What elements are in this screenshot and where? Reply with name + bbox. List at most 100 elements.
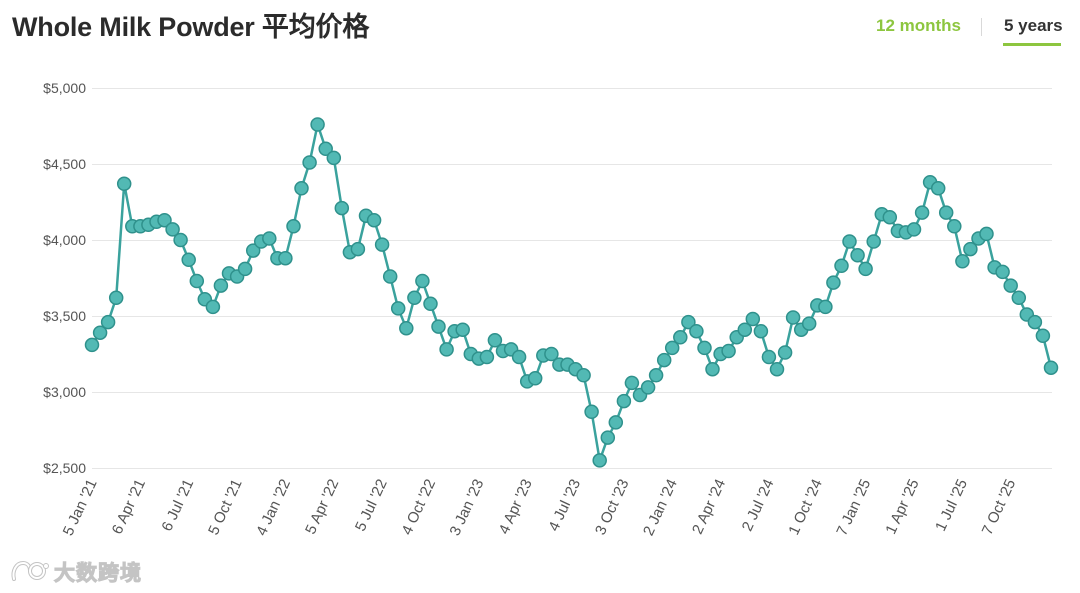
- data-point: [834, 258, 849, 274]
- data-point: [326, 150, 342, 166]
- data-point: [858, 261, 873, 277]
- data-point: [576, 368, 591, 383]
- data-point: [431, 319, 446, 334]
- data-point: [1027, 314, 1043, 330]
- data-point: [801, 316, 817, 331]
- data-point: [423, 296, 438, 312]
- data-point: [656, 352, 672, 368]
- data-point: [1003, 278, 1018, 293]
- watermark: 大数跨境: [10, 558, 142, 586]
- data-point: [245, 243, 261, 258]
- data-point: [310, 117, 325, 132]
- data-point: [761, 349, 777, 365]
- x-tick-label: 4 Jan '22: [253, 477, 294, 539]
- data-point: [995, 264, 1010, 280]
- x-tick-label: 5 Jan '21: [60, 477, 101, 539]
- data-point: [237, 261, 253, 277]
- tab-12-months[interactable]: 12 months: [876, 16, 962, 35]
- data-point: [294, 181, 309, 196]
- data-point: [584, 404, 599, 420]
- tab-5-years[interactable]: 5 years: [1004, 16, 1063, 35]
- data-point: [84, 337, 100, 353]
- data-point: [721, 343, 736, 359]
- data-point: [108, 290, 124, 306]
- data-point: [181, 252, 196, 268]
- data-point: [753, 323, 769, 339]
- data-point: [487, 333, 503, 348]
- data-point: [415, 273, 430, 289]
- data-point: [818, 299, 833, 315]
- data-point: [390, 301, 406, 316]
- data-point: [318, 141, 333, 157]
- data-point: [955, 254, 970, 269]
- data-point: [165, 222, 180, 237]
- data-point: [439, 342, 454, 357]
- data-point: [930, 181, 946, 196]
- data-point: [624, 375, 640, 391]
- y-tick-label: $2,500: [43, 460, 86, 476]
- x-tick-label: 7 Oct '25: [979, 477, 1020, 538]
- data-point: [278, 250, 293, 266]
- data-point: [1035, 328, 1051, 344]
- data-point: [608, 415, 624, 430]
- data-point: [116, 176, 132, 192]
- x-tick-label: 7 Jan '25: [833, 477, 874, 539]
- data-point: [737, 322, 753, 337]
- x-tick-label: 2 Jan '24: [640, 477, 681, 539]
- data-point: [100, 314, 116, 330]
- x-tick-label: 1 Apr '25: [882, 477, 922, 537]
- data-point: [1011, 290, 1027, 306]
- data-point: [850, 247, 865, 263]
- data-point: [777, 345, 793, 360]
- data-point: [189, 273, 205, 289]
- x-tick-label: 6 Jul '21: [159, 477, 198, 534]
- data-point: [1043, 360, 1059, 375]
- x-tick-label: 4 Apr '23: [496, 477, 536, 537]
- data-point: [938, 205, 954, 220]
- data-point: [963, 241, 978, 257]
- data-point: [697, 340, 712, 356]
- x-tick-label: 5 Jul '22: [352, 477, 391, 534]
- data-point: [286, 219, 301, 234]
- data-point: [334, 200, 350, 216]
- data-point: [213, 278, 229, 293]
- tab-divider: [981, 18, 982, 36]
- data-point: [407, 290, 422, 306]
- data-point: [914, 205, 930, 220]
- data-point: [826, 275, 841, 290]
- y-tick-label: $3,000: [43, 384, 86, 400]
- page-title: Whole Milk Powder 平均价格: [12, 12, 370, 42]
- data-point: [374, 237, 390, 252]
- data-point: [173, 232, 188, 248]
- data-point: [205, 299, 221, 315]
- data-point: [92, 325, 108, 340]
- x-tick-label: 6 Apr '21: [109, 477, 149, 537]
- data-point: [616, 393, 632, 409]
- data-point: [785, 310, 801, 325]
- x-tick-label: 4 Oct '22: [399, 477, 440, 538]
- data-point: [455, 322, 470, 337]
- x-tick-label: 4 Jul '23: [545, 477, 584, 534]
- watermark-logo-icon: [11, 560, 49, 581]
- x-tick-label: 3 Oct '23: [592, 477, 633, 538]
- data-point: [302, 155, 317, 170]
- data-point: [664, 340, 680, 356]
- data-point: [689, 323, 704, 339]
- data-point: [947, 219, 962, 234]
- data-point: [366, 212, 382, 228]
- data-point: [769, 361, 785, 377]
- data-point: [262, 231, 277, 246]
- data-point: [979, 226, 994, 242]
- watermark-text: 大数跨境: [54, 561, 142, 586]
- data-point: [745, 311, 761, 327]
- data-point: [600, 430, 616, 445]
- data-point: [673, 330, 688, 345]
- price-series: [84, 117, 1059, 468]
- y-axis-labels: $2,500 $3,000 $3,500 $4,000 $4,500 $5,000: [43, 80, 86, 476]
- data-point: [544, 346, 559, 362]
- x-tick-label: 2 Jul '24: [739, 477, 778, 534]
- gridlines: [92, 88, 1052, 469]
- data-point: [681, 314, 696, 330]
- data-point: [705, 361, 720, 377]
